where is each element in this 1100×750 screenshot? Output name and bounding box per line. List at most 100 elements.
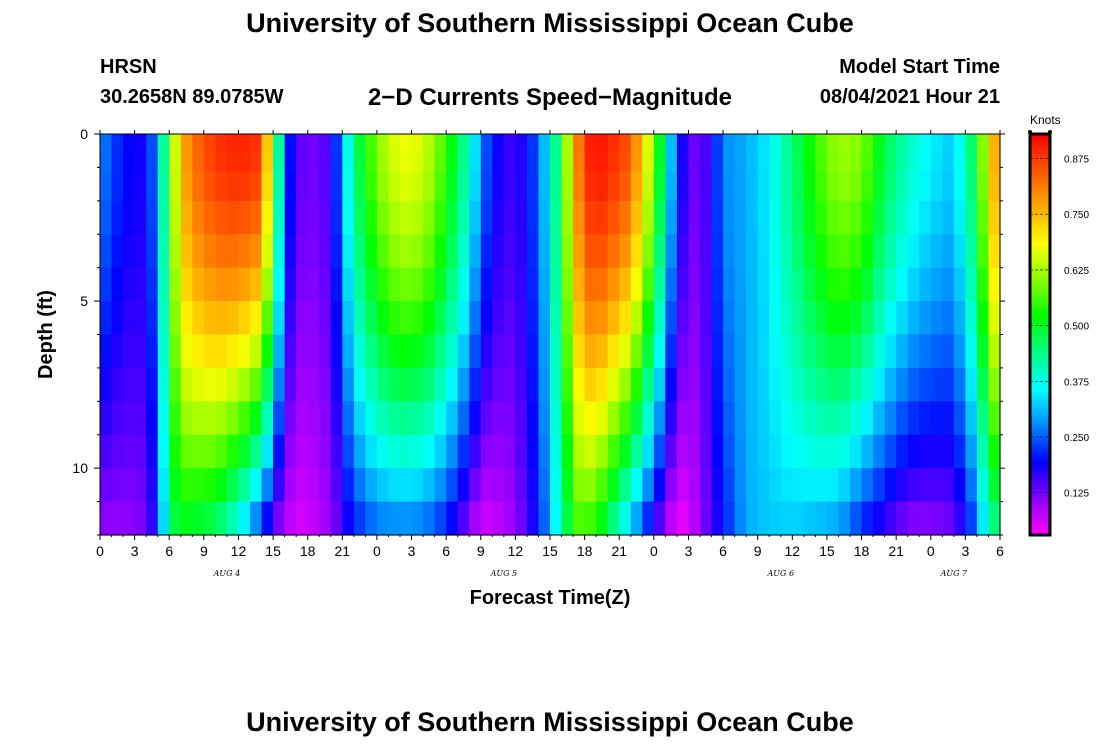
day-label: AUG 4 <box>213 569 241 578</box>
heatmap-cell <box>434 234 447 269</box>
heatmap-cell <box>803 301 816 336</box>
heatmap-cell <box>111 468 124 503</box>
heatmap-cell <box>353 200 366 235</box>
heatmap-cell <box>665 334 678 369</box>
heatmap-cell <box>561 171 574 202</box>
heatmap-cell <box>273 301 286 336</box>
heatmap-cell <box>388 267 401 302</box>
heatmap-cell <box>838 367 851 402</box>
heatmap-cell <box>757 267 770 302</box>
heatmap-cell <box>296 334 309 369</box>
heatmap-cell <box>884 171 897 202</box>
heatmap-cell <box>238 267 251 302</box>
heatmap-cell <box>123 171 136 202</box>
heatmap-cell <box>342 367 355 402</box>
heatmap-cell <box>619 171 632 202</box>
heatmap-cell <box>423 401 436 436</box>
heatmap-cell <box>803 367 816 402</box>
heatmap-cell <box>953 234 966 269</box>
heatmap-cell <box>457 434 470 469</box>
heatmap-cell <box>723 334 736 369</box>
heatmap-cell <box>261 334 274 369</box>
heatmap-cell <box>100 171 113 202</box>
heatmap-cell <box>988 301 1001 336</box>
heatmap-cell <box>169 468 182 503</box>
heatmap-cell <box>607 501 620 536</box>
heatmap-cell <box>896 301 909 336</box>
heatmap-cell <box>803 200 816 235</box>
heatmap-cell <box>769 501 782 536</box>
heatmap-cell <box>930 150 943 173</box>
heatmap-cell <box>780 234 793 269</box>
heatmap-cell <box>238 301 251 336</box>
heatmap-cell <box>342 134 355 152</box>
heatmap-cell <box>653 367 666 402</box>
heatmap-cell <box>146 267 159 302</box>
heatmap-cell <box>561 468 574 503</box>
heatmap-cell <box>169 171 182 202</box>
heatmap-cell <box>573 434 586 469</box>
heatmap-cell <box>792 434 805 469</box>
heatmap-cell <box>526 150 540 173</box>
heatmap-cell <box>907 334 920 369</box>
heatmap-cell <box>953 468 966 503</box>
heatmap-cell <box>146 200 159 235</box>
heatmap-cell <box>942 468 955 503</box>
heatmap-cell <box>215 150 228 173</box>
heatmap-cell <box>907 171 920 202</box>
heatmap-cell <box>330 434 343 469</box>
heatmap-cell <box>896 434 909 469</box>
heatmap-cell <box>884 234 897 269</box>
heatmap-cell <box>711 468 724 503</box>
heatmap-cell <box>261 434 274 469</box>
heatmap-cell <box>261 501 274 536</box>
station-coordinates: 30.2658N 89.0785W <box>100 86 284 108</box>
heatmap-cell <box>480 501 493 536</box>
heatmap-cell <box>180 468 193 503</box>
heatmap-cell <box>330 501 343 536</box>
heatmap-cell <box>884 134 897 152</box>
heatmap-cell <box>930 367 943 402</box>
heatmap-cell <box>815 434 828 469</box>
station-name: HRSN <box>100 56 157 78</box>
heatmap-cell <box>907 501 920 536</box>
heatmap-cell <box>653 134 666 152</box>
heatmap-cell <box>446 334 459 369</box>
heatmap-cell <box>492 267 505 302</box>
heatmap-cell <box>376 134 390 152</box>
heatmap-cell <box>573 200 586 235</box>
heatmap-cell <box>919 367 932 402</box>
x-tick-label: 18 <box>300 543 316 559</box>
heatmap-cell <box>284 301 297 336</box>
heatmap-cell <box>596 501 609 536</box>
heatmap-cell <box>861 200 874 235</box>
heatmap-cell <box>584 200 597 235</box>
heatmap-cell <box>746 134 759 152</box>
heatmap-cell <box>492 301 505 336</box>
heatmap-cell <box>596 468 609 503</box>
heatmap-cell <box>515 200 528 235</box>
heatmap-cell <box>630 401 643 436</box>
heatmap-cell <box>942 234 955 269</box>
heatmap-cell <box>665 267 678 302</box>
heatmap-cell <box>134 171 147 202</box>
heatmap-cell <box>319 468 332 503</box>
heatmap-cell <box>296 200 309 235</box>
heatmap-cell <box>561 134 574 152</box>
heatmap-cell <box>250 401 263 436</box>
heatmap-cell <box>273 234 286 269</box>
heatmap-cell <box>538 367 551 402</box>
heatmap-cell <box>550 468 563 503</box>
heatmap-cell <box>261 267 274 302</box>
heatmap-cell <box>976 367 990 402</box>
heatmap-cell <box>653 301 666 336</box>
heatmap-cell <box>826 200 840 235</box>
heatmap-cell <box>296 301 309 336</box>
heatmap-cell <box>250 200 263 235</box>
heatmap-cell <box>226 171 240 202</box>
heatmap-cell <box>273 401 286 436</box>
heatmap-cell <box>526 367 540 402</box>
heatmap-cell <box>584 434 597 469</box>
heatmap-cell <box>319 401 332 436</box>
heatmap-cell <box>146 501 159 536</box>
